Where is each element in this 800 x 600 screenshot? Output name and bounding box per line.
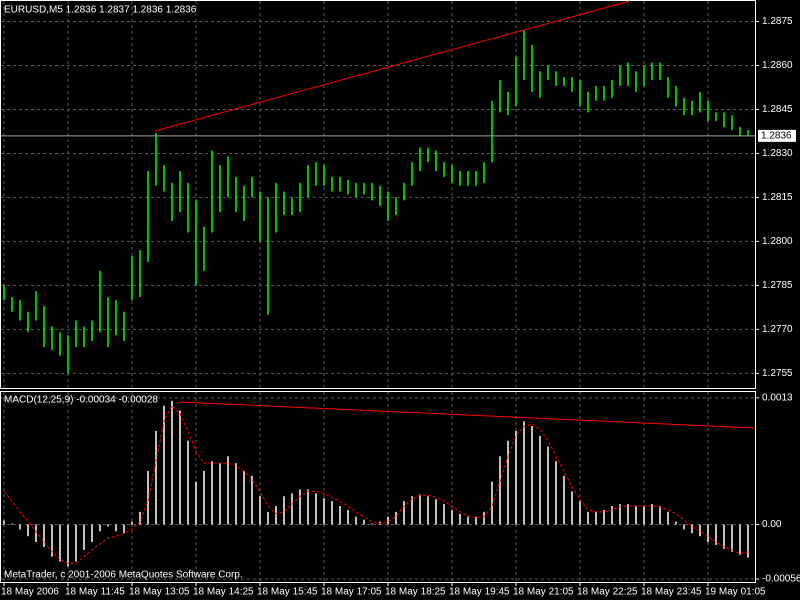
y-tick-label: 1.2770 bbox=[762, 324, 793, 335]
current-price-label: 1.2836 bbox=[761, 131, 792, 142]
y-tick-label: -0.00056 bbox=[762, 574, 800, 585]
x-tick-label: 18 May 18:25 bbox=[385, 587, 446, 598]
y-tick-label: 0.0013 bbox=[762, 392, 793, 403]
current-price-box bbox=[758, 129, 796, 142]
y-tick-label: 1.2815 bbox=[762, 192, 793, 203]
plot-layer bbox=[1, 1, 759, 586]
x-tick-label: 18 May 13:05 bbox=[129, 587, 190, 598]
x-tick-label: 18 May 11:45 bbox=[65, 587, 125, 598]
x-tick-label: 18 May 22:25 bbox=[577, 587, 638, 598]
x-tick-label: 18 May 19:45 bbox=[449, 587, 510, 598]
macd-trend-line bbox=[179, 401, 756, 429]
x-tick-label: 18 May 14:25 bbox=[193, 587, 254, 598]
chart-title: EURUSD,M5 1.2836 1.2837 1.2836 1.2836 bbox=[4, 5, 197, 16]
x-tick-label: 18 May 17:05 bbox=[321, 587, 382, 598]
y-tick-label: 1.2755 bbox=[762, 368, 793, 379]
y-tick-label: 1.2830 bbox=[762, 148, 793, 159]
macd-panel-border bbox=[0, 391, 756, 583]
y-tick-label: 1.2875 bbox=[762, 16, 793, 27]
signal-line bbox=[3, 404, 749, 564]
y-tick-label: 1.2845 bbox=[762, 104, 793, 115]
copyright: MetaTrader, c 2001-2006 MetaQuotes Softw… bbox=[4, 570, 243, 581]
y-tick-label: 1.2785 bbox=[762, 280, 793, 291]
x-tick-label: 18 May 2006 bbox=[1, 587, 59, 598]
macd-title: MACD(12,25,9) -0.00034 -0.00028 bbox=[4, 395, 158, 406]
price-panel-border bbox=[0, 0, 756, 389]
x-tick-label: 18 May 23:45 bbox=[641, 587, 702, 598]
x-tick-label: 18 May 21:05 bbox=[513, 587, 574, 598]
y-tick-label: 1.2800 bbox=[762, 236, 793, 247]
x-tick-label: 18 May 15:45 bbox=[257, 587, 318, 598]
x-tick-label: 19 May 01:05 bbox=[705, 587, 766, 598]
y-tick-label: 0.00 bbox=[762, 519, 782, 530]
y-tick-label: 1.2860 bbox=[762, 60, 793, 71]
trend-line bbox=[154, 0, 631, 132]
